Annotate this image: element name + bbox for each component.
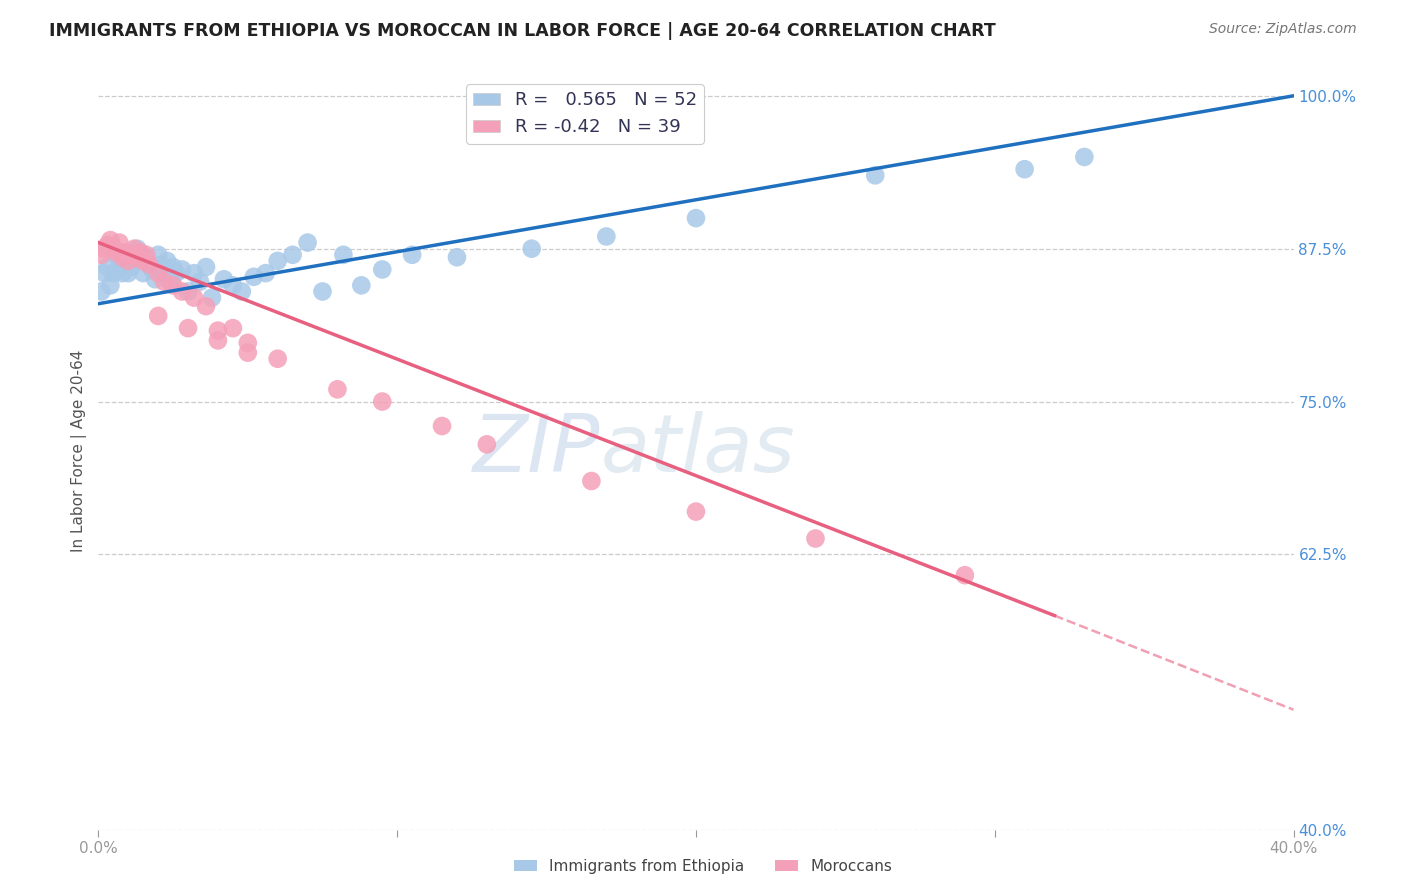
Point bbox=[143, 272, 166, 286]
Point bbox=[93, 266, 115, 280]
Text: ZIP: ZIP bbox=[472, 411, 600, 490]
Point bbox=[236, 335, 259, 350]
Point bbox=[120, 248, 142, 262]
Text: atlas: atlas bbox=[600, 411, 796, 490]
Point bbox=[183, 291, 205, 305]
Point bbox=[446, 250, 468, 264]
Point bbox=[520, 242, 543, 256]
Point bbox=[132, 266, 155, 280]
Point bbox=[127, 242, 149, 256]
Point bbox=[135, 248, 157, 262]
Point bbox=[222, 321, 245, 335]
Point bbox=[267, 253, 290, 268]
Point bbox=[138, 258, 160, 272]
Point bbox=[222, 278, 245, 293]
Point bbox=[127, 250, 149, 264]
Point bbox=[267, 351, 290, 366]
Point bbox=[114, 253, 136, 268]
Point bbox=[105, 245, 128, 260]
Point bbox=[111, 266, 134, 280]
Point bbox=[117, 253, 139, 268]
Point bbox=[172, 285, 194, 299]
Point bbox=[135, 250, 157, 264]
Point bbox=[105, 248, 128, 262]
Point bbox=[195, 299, 218, 313]
Point bbox=[332, 248, 354, 262]
Point bbox=[96, 238, 118, 252]
Point bbox=[159, 275, 181, 289]
Point bbox=[98, 278, 122, 293]
Point bbox=[350, 278, 373, 293]
Point bbox=[96, 260, 118, 274]
Point bbox=[90, 248, 112, 262]
Point bbox=[371, 262, 394, 277]
Point bbox=[183, 266, 205, 280]
Point bbox=[165, 266, 187, 280]
Point bbox=[1014, 162, 1036, 177]
Point bbox=[132, 253, 155, 268]
Point bbox=[685, 211, 707, 226]
Point bbox=[207, 334, 229, 348]
Text: IMMIGRANTS FROM ETHIOPIA VS MOROCCAN IN LABOR FORCE | AGE 20-64 CORRELATION CHAR: IMMIGRANTS FROM ETHIOPIA VS MOROCCAN IN … bbox=[49, 22, 995, 40]
Point bbox=[162, 260, 184, 274]
Point bbox=[595, 229, 617, 244]
Point bbox=[172, 262, 194, 277]
Point bbox=[148, 309, 170, 323]
Point bbox=[243, 269, 266, 284]
Point bbox=[150, 258, 173, 272]
Point bbox=[138, 258, 160, 272]
Point bbox=[108, 235, 131, 250]
Point bbox=[685, 505, 707, 519]
Point bbox=[129, 248, 152, 262]
Point bbox=[201, 291, 224, 305]
Point bbox=[148, 266, 170, 280]
Point bbox=[124, 253, 146, 268]
Point bbox=[401, 248, 423, 262]
Point bbox=[953, 568, 976, 582]
Point bbox=[188, 275, 211, 289]
Point bbox=[311, 285, 333, 299]
Point bbox=[177, 321, 200, 335]
Point bbox=[195, 260, 218, 274]
Point bbox=[111, 250, 134, 264]
Point bbox=[207, 324, 229, 338]
Point bbox=[129, 245, 152, 260]
Legend: Immigrants from Ethiopia, Moroccans: Immigrants from Ethiopia, Moroccans bbox=[508, 853, 898, 880]
Point bbox=[141, 262, 163, 277]
Point bbox=[103, 240, 125, 254]
Point bbox=[865, 169, 887, 183]
Y-axis label: In Labor Force | Age 20-64: In Labor Force | Age 20-64 bbox=[72, 350, 87, 551]
Point bbox=[114, 245, 136, 260]
Point bbox=[117, 266, 139, 280]
Point bbox=[212, 272, 235, 286]
Point bbox=[93, 242, 115, 256]
Point bbox=[153, 275, 176, 289]
Point bbox=[177, 285, 200, 299]
Point bbox=[236, 345, 259, 359]
Point bbox=[475, 437, 498, 451]
Point bbox=[156, 253, 179, 268]
Point bbox=[281, 248, 304, 262]
Point bbox=[254, 266, 277, 280]
Text: Source: ZipAtlas.com: Source: ZipAtlas.com bbox=[1209, 22, 1357, 37]
Point bbox=[231, 285, 253, 299]
Point bbox=[108, 260, 131, 274]
Point bbox=[90, 285, 112, 299]
Point bbox=[371, 394, 394, 409]
Point bbox=[804, 532, 827, 546]
Point bbox=[430, 419, 453, 434]
Point bbox=[1073, 150, 1095, 164]
Point bbox=[120, 260, 142, 274]
Point bbox=[326, 382, 349, 396]
Point bbox=[148, 248, 170, 262]
Point bbox=[581, 474, 603, 488]
Point bbox=[124, 242, 146, 256]
Point bbox=[98, 233, 122, 247]
Point bbox=[297, 235, 319, 250]
Point bbox=[103, 266, 125, 280]
Legend: R =   0.565   N = 52, R = -0.42   N = 39: R = 0.565 N = 52, R = -0.42 N = 39 bbox=[465, 84, 704, 144]
Point bbox=[153, 266, 176, 280]
Point bbox=[162, 278, 184, 293]
